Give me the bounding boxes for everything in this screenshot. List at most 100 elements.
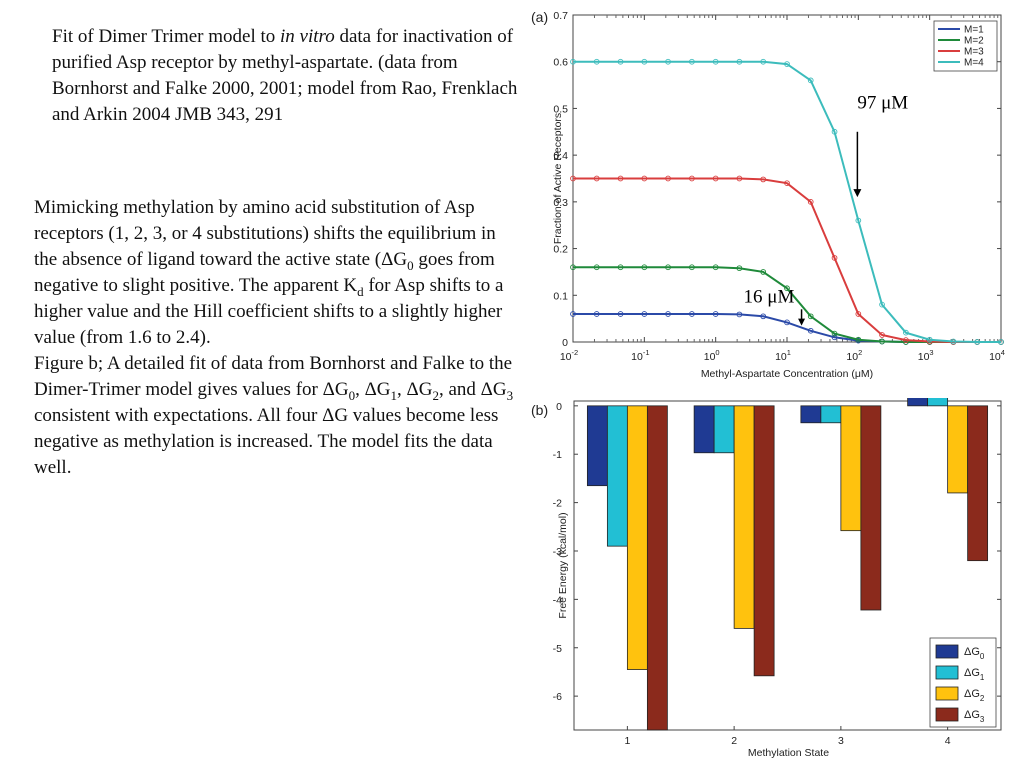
chart-a-fraction-active: (a) 0 0.1 0.2 0.3 0.4 0.5 0.6 0.7 10-2 10-1 100 101 1… [531,9,1005,380]
data-point [570,311,576,317]
series-line-M4 [573,60,1001,343]
data-point [807,313,814,320]
y-tick-label: 0.6 [553,57,568,69]
y-tick-label: -4 [553,594,562,606]
data-point [926,336,933,343]
data-point [855,217,862,224]
data-point [831,330,838,337]
data-point [760,58,767,65]
y-tick-label: -1 [553,449,562,461]
legend-label: M=4 [964,58,984,69]
data-point [855,311,862,317]
legend-swatch [935,665,959,680]
y-tick-label: 0.7 [553,10,568,22]
data-point [570,58,576,65]
y-tick-label: -2 [553,498,562,510]
paragraph-methylation: Mimicking methylation by amino acid subs… [34,195,520,351]
legend-swatch [935,644,959,659]
y-tick-label: -5 [553,643,562,655]
data-point [593,264,600,271]
data-point [760,313,767,320]
chart-b-free-energy: (b) 0 -1 -2 -3 -4 -5 -6 1 2 3 4 Methylation State Fre… [531,398,1002,759]
citation-text: Fit of Dimer Trimer model to in vitro da… [52,24,522,128]
text-run: consistent with expectations. All four Δ… [34,405,499,478]
text-run: , ΔG [397,379,433,400]
bar-1-dg2 [626,405,648,670]
legend-label: M=2 [964,36,984,47]
x-tick-label: 102 [846,348,862,363]
x-tick-label: 100 [704,348,720,363]
bar-4-dg0 [907,398,929,407]
bar-2-dg0 [693,405,715,454]
data-point [641,311,648,317]
data-point [689,264,695,271]
data-point [903,329,909,336]
description-text: Mimicking methylation by amino acid subs… [34,195,520,481]
y-axis-title: Free Energy (kcal/mol) [557,512,569,618]
subscript-text: 2 [432,387,439,403]
data-point [855,336,862,343]
bar-1-dg0 [586,405,608,487]
legend-label: ΔG2 [964,688,985,703]
y-tick-label: 0.1 [553,290,568,302]
bar-4-dg3 [967,405,989,562]
panel-label-a: (a) [531,9,548,25]
bar-4-dg1 [927,398,949,407]
y-tick-label: 0.3 [553,197,568,209]
bar-3-dg0 [800,405,822,424]
data-point [617,264,624,271]
bar-2-dg3 [753,405,775,677]
data-point [879,338,885,345]
x-tick-label: 103 [918,348,934,363]
x-tick-label: 104 [989,348,1005,363]
legend-label: ΔG0 [964,646,985,661]
data-point [689,175,695,182]
x-tick-label: 2 [731,735,737,747]
text-run: goes from negative to slight positive. T… [34,249,495,296]
data-point [784,180,790,187]
bar-2-dg2 [733,405,755,629]
data-point [736,265,743,272]
data-point [736,175,743,182]
text-run: , and ΔG [438,379,507,400]
y-tick-label: 0 [556,401,562,413]
annotation-label: 97 μM [857,92,908,113]
data-point [593,58,600,65]
data-point [712,264,719,271]
y-axis-title: Fraction of Active Receptors [552,113,564,244]
data-point [736,58,743,65]
text-run: data for inactivation of purified Asp re… [52,26,518,125]
data-point [831,255,838,261]
data-point [950,338,957,345]
bar-4-dg2 [947,405,969,494]
bar-3-dg3 [860,405,882,611]
data-point [617,58,624,65]
legend-label: M=3 [964,47,984,58]
data-point [784,285,790,292]
data-point [903,337,909,343]
data-point [760,176,767,183]
text-run: Fit of Dimer Trimer model to [52,26,280,47]
paragraph-figure-b: Figure b; A detailed fit of data from Bo… [34,351,520,481]
legend-label: ΔG3 [964,709,985,724]
annotation-arrow-head [798,318,806,326]
data-point [593,311,600,317]
data-point [665,58,671,65]
legend-swatch [935,707,959,722]
bar-3-dg1 [820,405,842,424]
x-tick-label: 10-2 [560,348,578,363]
text-run: for Asp shifts to a higher value and the… [34,275,504,348]
x-tick-label: 101 [775,348,791,363]
series-line-M3 [573,177,1001,343]
data-point [665,264,671,271]
data-point [974,339,981,345]
y-tick-label: -3 [553,546,562,558]
x-axis-title: Methyl-Aspartate Concentration (μM) [701,368,873,380]
subscript-text: d [357,283,364,299]
data-point [689,311,695,317]
data-point [879,301,885,308]
data-point [760,269,767,275]
x-axis-title: Methylation State [748,747,829,759]
data-point [593,175,600,182]
data-point [641,264,648,271]
